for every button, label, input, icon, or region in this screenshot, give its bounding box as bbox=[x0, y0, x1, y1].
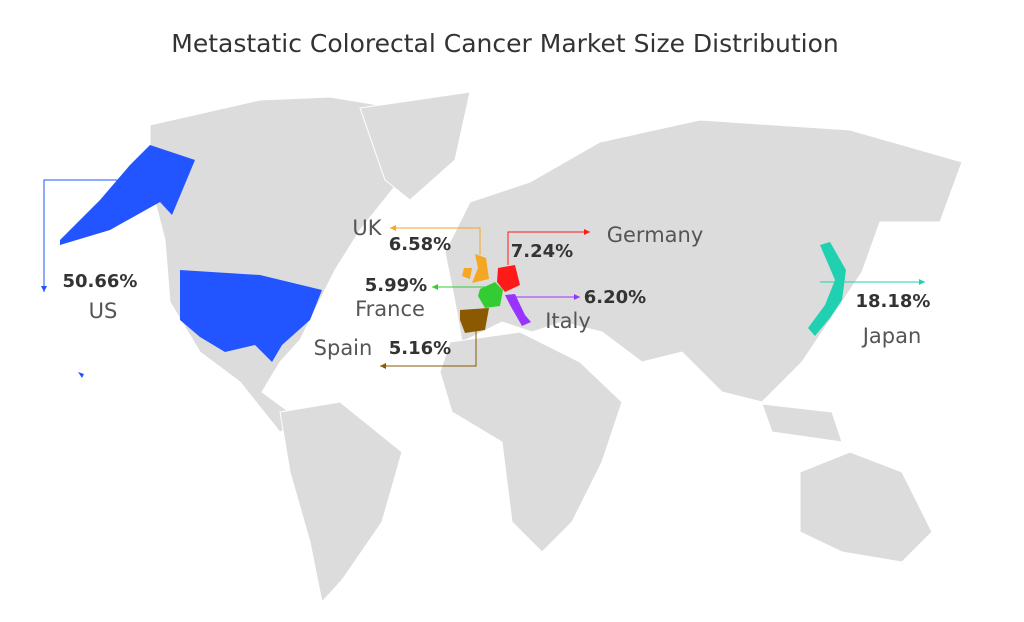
country bbox=[460, 308, 489, 333]
value-label: 5.16% bbox=[389, 338, 451, 359]
country bbox=[808, 242, 846, 336]
southeast-asia bbox=[761, 403, 843, 443]
country bbox=[497, 265, 520, 292]
region-name: Italy bbox=[545, 309, 591, 333]
leader-line bbox=[390, 227, 481, 255]
africa bbox=[439, 331, 623, 553]
region-name: Spain bbox=[314, 336, 373, 360]
arrow-head bbox=[41, 286, 47, 292]
region-name: Japan bbox=[861, 324, 922, 348]
region-name: UK bbox=[352, 216, 382, 240]
arrow-head bbox=[574, 294, 580, 300]
arrow-head bbox=[584, 229, 590, 235]
country bbox=[505, 294, 531, 326]
value-label: 7.24% bbox=[511, 241, 573, 262]
country bbox=[60, 145, 322, 378]
country bbox=[462, 254, 489, 283]
eurasia bbox=[444, 119, 963, 403]
leader-line bbox=[507, 231, 590, 265]
arrow-head bbox=[390, 225, 396, 231]
greenland bbox=[359, 91, 471, 201]
value-label: 18.18% bbox=[856, 291, 931, 312]
chart-title: Metastatic Colorectal Cancer Market Size… bbox=[171, 29, 839, 58]
region-name: Germany bbox=[607, 223, 704, 247]
value-label: 50.66% bbox=[63, 271, 138, 292]
value-label: 6.58% bbox=[389, 234, 451, 255]
arrow-head bbox=[432, 284, 438, 290]
value-label: 6.20% bbox=[584, 287, 646, 308]
region-name: US bbox=[89, 299, 118, 323]
country bbox=[478, 282, 503, 308]
south-america bbox=[279, 401, 403, 604]
value-label: 5.99% bbox=[365, 275, 427, 296]
region-name: France bbox=[355, 297, 425, 321]
leader-line bbox=[43, 179, 150, 292]
arrow-head bbox=[380, 363, 386, 369]
australia bbox=[799, 451, 933, 563]
world-map bbox=[149, 91, 963, 604]
arrow-head bbox=[919, 279, 925, 285]
leader-line bbox=[380, 315, 477, 367]
